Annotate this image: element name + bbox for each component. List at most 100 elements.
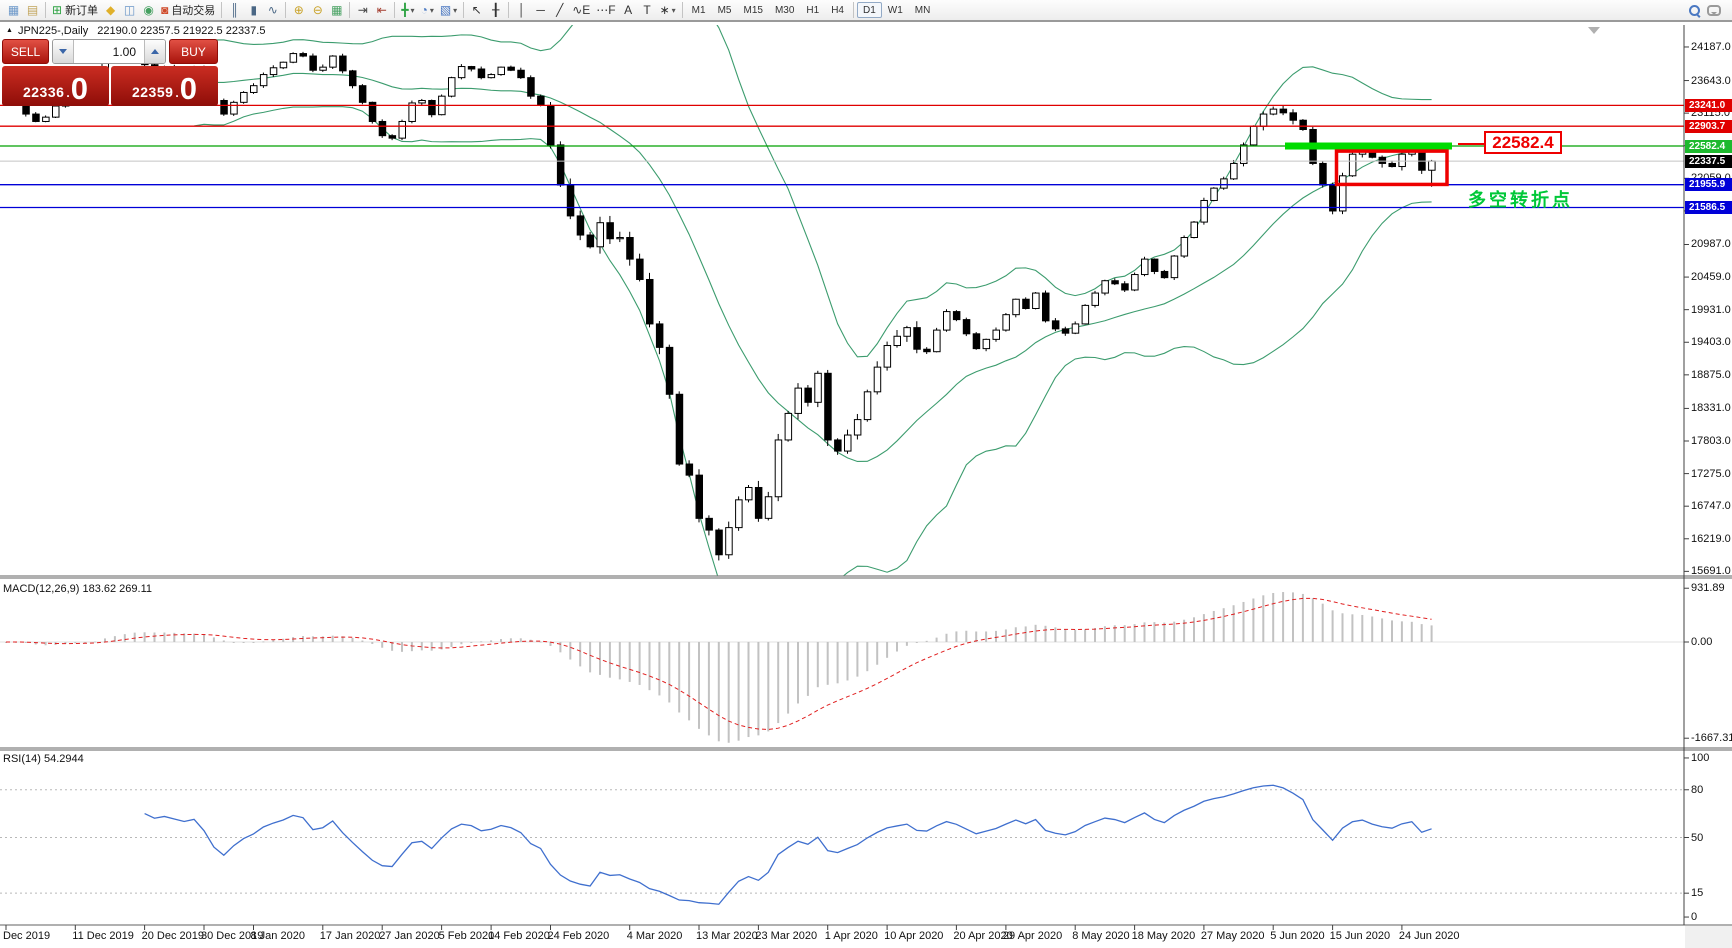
- timeframe-h4-button[interactable]: H4: [825, 2, 850, 18]
- periods-dropdown-icon[interactable]: ▾: [429, 5, 434, 15]
- candle-body: [52, 105, 60, 118]
- crosshair-button[interactable]: ╂: [486, 1, 505, 19]
- consolidation-rectangle-object[interactable]: [1334, 149, 1449, 187]
- macd-histogram-bar: [569, 641, 572, 660]
- timeframe-m1-button[interactable]: M1: [686, 2, 712, 18]
- fibonacci-icon: ⋯F: [596, 3, 616, 17]
- macd-histogram-bar: [391, 641, 394, 651]
- market-watch-button[interactable]: ◫: [120, 1, 139, 19]
- macd-histogram-bar: [985, 631, 988, 642]
- arrows-button[interactable]: ∗ ▾: [657, 1, 679, 19]
- candle-body: [418, 99, 426, 104]
- periods-button[interactable]: ◔ ▾: [418, 1, 437, 19]
- toolbar-separator: [285, 2, 287, 18]
- templates-button[interactable]: ▧ ▾: [437, 1, 460, 19]
- candle-body: [1339, 175, 1347, 212]
- price-label-object[interactable]: 22582.4: [1484, 131, 1562, 154]
- zoom-in-button[interactable]: ⊕: [289, 1, 308, 19]
- chart-symbol-line: ▲ JPN225-,Daily 22190.0 22357.5 21922.5 …: [6, 25, 265, 37]
- text-label-button[interactable]: T: [638, 1, 657, 19]
- templates-dropdown-icon[interactable]: ▾: [453, 5, 458, 15]
- volume-decrease-button[interactable]: [53, 40, 74, 63]
- indicators-button[interactable]: ╋ ▾: [398, 1, 417, 19]
- auto-scroll-button[interactable]: ⇥: [353, 1, 372, 19]
- macd-histogram-bar: [1232, 605, 1235, 642]
- candle-body: [230, 101, 238, 115]
- indicators-dropdown-icon[interactable]: ▾: [410, 5, 415, 15]
- candle-body: [497, 66, 505, 76]
- new-chart-button[interactable]: ▦: [4, 1, 23, 19]
- macd-histogram-bar: [915, 641, 918, 643]
- equidistant-channel-button[interactable]: ∿E: [569, 1, 593, 19]
- candle-body: [1398, 153, 1406, 168]
- bull-bear-note-text[interactable]: 多空转折点: [1468, 190, 1573, 210]
- macd-histogram-bar: [212, 637, 215, 642]
- charts-button[interactable]: ◆: [101, 1, 120, 19]
- macd-histogram-bar: [1004, 629, 1007, 642]
- volume-increase-button[interactable]: [144, 40, 165, 63]
- cursor-button[interactable]: ↖: [467, 1, 486, 19]
- buy-price-box[interactable]: 22359. 0: [111, 66, 218, 106]
- candle-body: [1111, 280, 1119, 285]
- volume-input[interactable]: 1.00: [74, 40, 144, 63]
- tile-windows-button[interactable]: ▦: [327, 1, 346, 19]
- text-button[interactable]: A: [619, 1, 638, 19]
- candle-body: [240, 91, 248, 103]
- chart-candles-button[interactable]: ▮: [244, 1, 263, 19]
- timeframe-m15-button[interactable]: M15: [737, 2, 768, 18]
- vertical-line-button[interactable]: │: [512, 1, 531, 19]
- macd-histogram-bar: [1084, 629, 1087, 642]
- toolbar-separator: [508, 2, 510, 18]
- candle-body: [626, 237, 634, 260]
- candle-body: [764, 496, 773, 519]
- sell-price-box[interactable]: 22336. 0: [2, 66, 109, 106]
- macd-histogram-bar: [401, 641, 403, 652]
- candle-body: [358, 85, 367, 103]
- templates-icon: ▧: [439, 3, 452, 17]
- timeframe-mn-button[interactable]: MN: [909, 2, 937, 18]
- buy-button[interactable]: BUY: [169, 39, 218, 64]
- macd-histogram-bar: [1163, 622, 1166, 642]
- support-thick-line-object[interactable]: [1285, 142, 1452, 150]
- horizontal-line-button[interactable]: ─: [531, 1, 550, 19]
- new-order-button[interactable]: ⊞ 新订单: [49, 1, 101, 19]
- chat-button[interactable]: [1704, 1, 1724, 19]
- arrows-dropdown-icon[interactable]: ▾: [671, 5, 676, 15]
- macd-histogram-bar: [806, 641, 809, 696]
- candle-body: [1051, 320, 1060, 330]
- macd-histogram-bar: [1282, 592, 1285, 642]
- sell-button[interactable]: SELL: [2, 39, 49, 64]
- candle-body: [527, 77, 535, 97]
- candle-body: [547, 104, 555, 146]
- zoom-out-button[interactable]: ⊖: [308, 1, 327, 19]
- signals-button[interactable]: ◉: [139, 1, 158, 19]
- macd-histogram-bar: [797, 641, 799, 704]
- new-order-label: 新订单: [65, 5, 99, 17]
- chart-line-button[interactable]: ∿: [263, 1, 282, 19]
- fibonacci-button[interactable]: ⋯F: [593, 1, 618, 19]
- profiles-button[interactable]: ▤: [23, 1, 42, 19]
- candle-body: [1259, 113, 1268, 127]
- timeframe-h1-button[interactable]: H1: [800, 2, 825, 18]
- candle-body: [1032, 292, 1040, 309]
- search-button[interactable]: [1685, 1, 1704, 19]
- macd-histogram-bar: [866, 641, 869, 672]
- chart-marker-icon: ▲: [6, 26, 13, 34]
- candle-body: [556, 144, 565, 186]
- timeframe-d1-button[interactable]: D1: [856, 2, 882, 18]
- trendline-button[interactable]: ╱: [550, 1, 569, 19]
- chart-bars-button[interactable]: ║: [225, 1, 244, 19]
- macd-histogram-bar: [1242, 601, 1245, 642]
- candle-body: [457, 66, 466, 79]
- chart-shift-button[interactable]: ⇤: [372, 1, 391, 19]
- macd-histogram-bar: [222, 640, 225, 642]
- toolbar-separator: [394, 2, 396, 18]
- equidistant-channel-icon: ∿E: [572, 3, 591, 17]
- macd-histogram-bar: [113, 636, 116, 642]
- macd-histogram-bar: [1133, 624, 1136, 642]
- auto-trading-button[interactable]: ◙ 自动交易: [158, 1, 218, 19]
- timeframe-m5-button[interactable]: M5: [712, 2, 738, 18]
- timeframe-m30-button[interactable]: M30: [769, 2, 800, 18]
- timeframe-w1-button[interactable]: W1: [882, 2, 909, 18]
